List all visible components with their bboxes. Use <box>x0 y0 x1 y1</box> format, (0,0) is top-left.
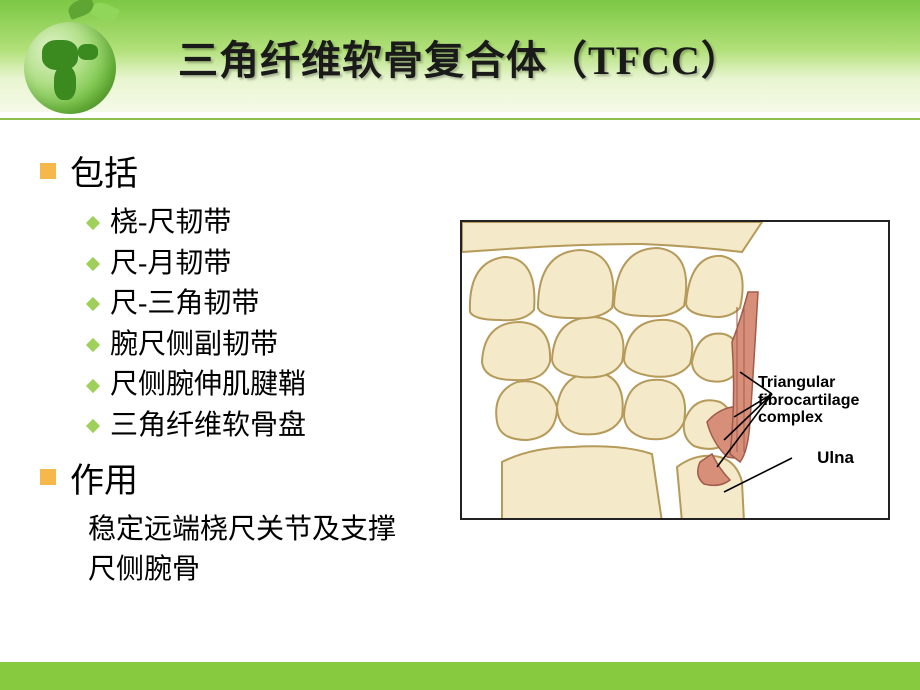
diamond-bullet-icon <box>86 257 100 271</box>
anatomy-figure: Triangular fibrocartilage complex Ulna <box>460 220 890 520</box>
square-bullet-icon <box>40 469 56 485</box>
list-item: 桡-尺韧带 <box>88 203 440 244</box>
list-item-label: 尺侧腕伸肌腱鞘 <box>110 365 306 406</box>
function-body: 稳定远端桡尺关节及支撑尺侧腕骨 <box>88 510 408 591</box>
list-item: 尺侧腕伸肌腱鞘 <box>88 365 440 406</box>
footer-band <box>0 662 920 690</box>
list-item: 尺-月韧带 <box>88 244 440 285</box>
content-area: 包括 桡-尺韧带 尺-月韧带 尺-三角韧带 腕尺侧副韧带 尺侧腕伸肌腱鞘 三角纤… <box>40 140 440 591</box>
list-item-label: 三角纤维软骨盘 <box>110 406 306 447</box>
diamond-bullet-icon <box>86 297 100 311</box>
diamond-bullet-icon <box>86 338 100 352</box>
square-bullet-icon <box>40 163 56 179</box>
diamond-bullet-icon <box>86 216 100 230</box>
section-heading-includes: 包括 <box>40 146 440 195</box>
list-item: 尺-三角韧带 <box>88 284 440 325</box>
list-item: 三角纤维软骨盘 <box>88 406 440 447</box>
header-divider <box>0 118 920 120</box>
figure-label-tfc: Triangular fibrocartilage complex <box>758 374 878 427</box>
diamond-bullet-icon <box>86 419 100 433</box>
figure-label-ulna: Ulna <box>817 448 854 468</box>
anatomy-svg <box>462 222 890 520</box>
list-item-label: 桡-尺韧带 <box>110 203 231 244</box>
section-heading-label: 作用 <box>70 453 138 502</box>
includes-list: 桡-尺韧带 尺-月韧带 尺-三角韧带 腕尺侧副韧带 尺侧腕伸肌腱鞘 三角纤维软骨… <box>88 203 440 447</box>
diamond-bullet-icon <box>86 379 100 393</box>
slide-title: 三角纤维软骨复合体（TFCC） <box>0 28 920 86</box>
section-heading-function: 作用 <box>40 453 440 502</box>
list-item-label: 尺-月韧带 <box>110 244 231 285</box>
list-item-label: 尺-三角韧带 <box>110 284 259 325</box>
section-heading-label: 包括 <box>70 146 138 195</box>
list-item: 腕尺侧副韧带 <box>88 325 440 366</box>
radius-bone <box>502 446 662 520</box>
list-item-label: 腕尺侧副韧带 <box>110 325 278 366</box>
